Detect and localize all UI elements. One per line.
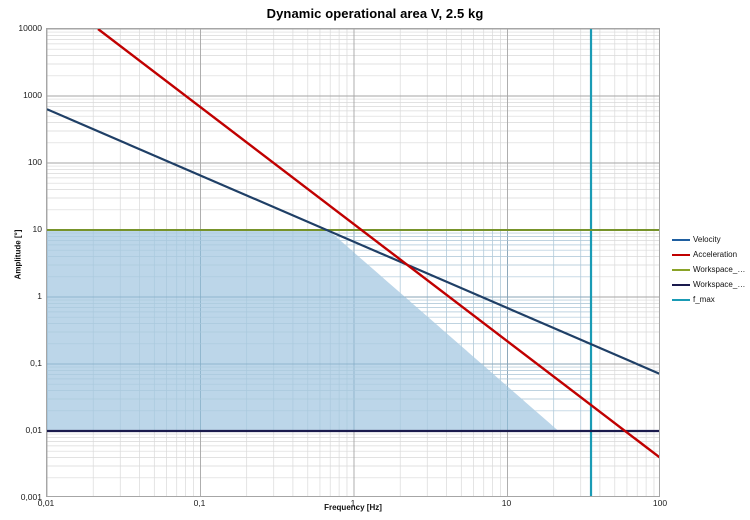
x-tick-0: 0,01 bbox=[37, 498, 55, 508]
legend-swatch-icon bbox=[672, 283, 690, 286]
x-axis-tick-labels: 0,01 0,1 1 10 100 bbox=[38, 497, 667, 511]
x-axis-title: Frequency [Hz] bbox=[324, 503, 382, 512]
legend-label: Velocity bbox=[693, 235, 721, 244]
grid-over-shading bbox=[47, 229, 592, 432]
y-tick-2: 100 bbox=[27, 157, 42, 167]
y-tick-4: 1 bbox=[37, 291, 42, 301]
legend-item-workspace-max[interactable]: Workspace_max bbox=[672, 262, 750, 277]
legend-label: f_max bbox=[693, 295, 715, 304]
y-tick-5: 0,1 bbox=[30, 358, 42, 368]
x-tick-3: 10 bbox=[501, 498, 512, 508]
chart-title: Dynamic operational area V, 2.5 kg bbox=[266, 6, 484, 21]
legend-label: Acceleration bbox=[693, 250, 738, 259]
legend-swatch-icon bbox=[672, 298, 690, 301]
legend-item-acceleration[interactable]: Acceleration bbox=[672, 247, 750, 262]
dynamic-area-shading bbox=[47, 230, 592, 431]
y-tick-1: 1000 bbox=[23, 90, 42, 100]
legend-label: Workspace_min bbox=[693, 280, 750, 289]
legend-label: Workspace_max bbox=[693, 265, 750, 274]
y-tick-3: 10 bbox=[32, 224, 42, 234]
legend-item-workspace-min[interactable]: Workspace_min bbox=[672, 277, 750, 292]
y-axis-title: Amplitude [°] bbox=[13, 229, 23, 280]
x-tick-2: 1 bbox=[350, 498, 356, 508]
legend-item-velocity[interactable]: Velocity bbox=[672, 232, 750, 247]
chart-svg bbox=[47, 29, 659, 496]
y-axis-tick-labels: 10000 1000 100 10 1 0,1 0,01 0,001 bbox=[0, 24, 42, 501]
data-series bbox=[47, 29, 659, 496]
y-tick-6: 0,01 bbox=[25, 425, 42, 435]
y-tick-7: 0,001 bbox=[20, 492, 42, 502]
y-tick-0: 10000 bbox=[18, 23, 42, 33]
series-velocity bbox=[47, 108, 659, 375]
legend-swatch-icon bbox=[672, 268, 690, 271]
chart-legend: Velocity Acceleration Workspace_max Workspa… bbox=[672, 232, 750, 307]
series-acceleration bbox=[97, 29, 659, 459]
legend-swatch-icon bbox=[672, 253, 690, 256]
plot-area bbox=[46, 28, 660, 497]
legend-swatch-icon bbox=[672, 238, 690, 241]
legend-item-f-max[interactable]: f_max bbox=[672, 292, 750, 307]
x-tick-1: 0,1 bbox=[193, 498, 206, 508]
x-tick-4: 100 bbox=[652, 498, 668, 508]
